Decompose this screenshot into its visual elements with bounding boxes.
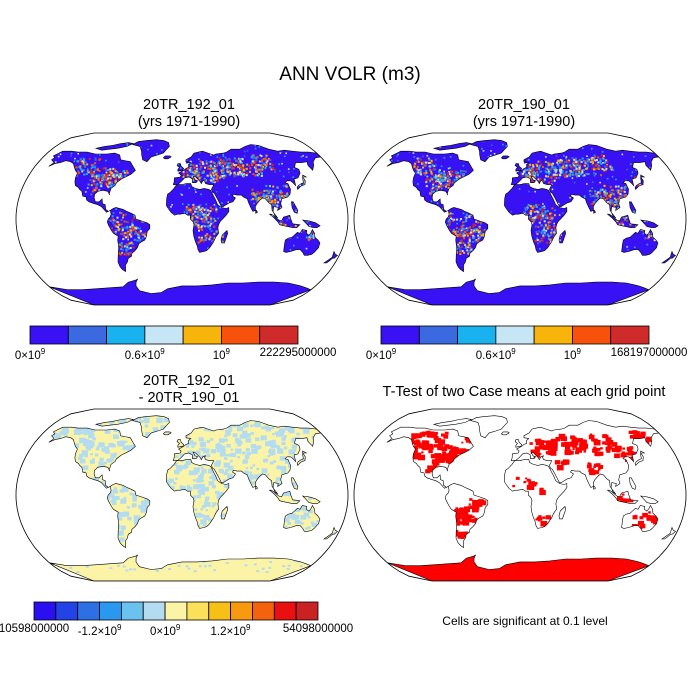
colorbar-difference-labels: 10598000000 -1.2×109 0×109 1.2×109 540980000… [0,623,353,639]
map-ttest [353,408,687,582]
colorbar-tick-label: 168197000000 [610,347,688,359]
colorbar-swatch [418,325,458,345]
colorbar-tick-label: 0×109 [150,623,181,638]
panel-2-title-line1: 20TR_190_01 [478,97,570,113]
colorbar-swatch [295,601,319,621]
map-boundary [353,132,687,306]
map-boundary [15,132,349,306]
coastlines [386,415,677,581]
panel-4-title: T-Test of two Case means at each grid po… [354,384,694,401]
colorbar-tick-label: 0×109 [365,347,397,362]
colorbar-swatch [164,601,188,621]
colorbar-swatch [533,325,573,345]
colorbar-swatch [29,325,69,345]
map-case2 [353,132,687,306]
panel-1-title-line1: 20TR_192_01 [143,97,235,113]
colorbar-tick-label: -1.2×109 [77,623,122,638]
colorbar-tick-label: 54098000000 [282,623,354,635]
colorbar-swatch [230,601,253,621]
map-boundary [353,408,687,582]
panel-1-title-line2: (yrs 1971-1990) [137,114,241,130]
colorbar-tick-label: 109 [212,347,230,362]
panel-1-title: 20TR_192_01 (yrs 1971-1990) [29,97,349,131]
panel-2-title: 20TR_190_01 (yrs 1971-1990) [364,97,684,131]
colorbar-tick-label: 1.2×109 [210,623,251,638]
colorbar-swatch [77,601,100,621]
significance-note: Cells are significant at 0.1 level [442,614,608,628]
colorbar-case2 [380,325,650,345]
colorbar-tick-label: 0.6×109 [475,347,516,362]
map-boundary [15,408,349,582]
colorbar-swatch [380,325,420,345]
colorbar-swatch [67,325,107,345]
colorbar-case2-labels: 0×109 0.6×109 109 168197000000 [366,347,688,363]
colorbar-swatch [610,325,650,345]
colorbar-swatch [259,325,299,345]
colorbar-swatch [495,325,535,345]
colorbar-swatch [186,601,210,621]
coastlines [386,139,677,305]
colorbar-swatch [55,601,79,621]
figure-title: ANN VOLR (m3) [279,64,421,85]
coastlines [48,415,339,581]
colorbar-tick-label: 0×109 [14,347,46,362]
coastlines [48,139,339,305]
colorbar-swatch [572,325,612,345]
map-case1 [15,132,349,306]
colorbar-case1 [29,325,299,345]
panel-3-title-line1: 20TR_192_01 [143,373,235,389]
colorbar-swatch [99,601,122,621]
colorbar-difference [33,601,319,621]
colorbar-swatch [182,325,222,345]
map-difference [15,408,349,582]
colorbar-swatch [457,325,497,345]
colorbar-swatch [252,601,275,621]
colorbar-swatch [106,325,146,345]
panel-3-title-line2: - 20TR_190_01 [138,390,240,406]
colorbar-swatch [221,325,261,345]
colorbar-tick-label: 222295000000 [259,347,337,359]
colorbar-tick-label: 109 [563,347,581,362]
colorbar-swatch [142,601,166,621]
panel-4-title-line1: T-Test of two Case means at each grid po… [382,384,666,400]
colorbar-swatch [208,601,232,621]
panel-2-title-line2: (yrs 1971-1990) [472,114,576,130]
colorbar-tick-label: 10598000000 [0,623,70,635]
colorbar-swatch [120,601,144,621]
panel-3-title: 20TR_192_01 - 20TR_190_01 [29,373,349,407]
colorbar-case1-labels: 0×109 0.6×109 109 222295000000 [15,347,337,363]
colorbar-tick-label: 0.6×109 [124,347,165,362]
colorbar-swatch [144,325,184,345]
colorbar-swatch [273,601,297,621]
colorbar-swatch [33,601,57,621]
